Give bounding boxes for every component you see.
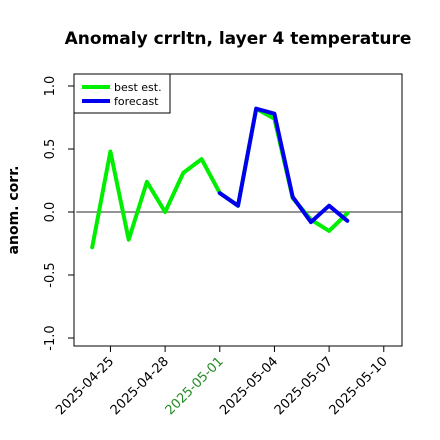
y-tick-label: -0.5: [43, 262, 58, 287]
series-line-best-est: [90, 106, 350, 250]
legend-label-forecast: forecast: [114, 95, 159, 108]
legend: best est. forecast: [73, 73, 171, 114]
y-tick-label: 1.0: [43, 76, 58, 97]
chart-title: Anomaly crrltn, layer 4 temperature: [65, 29, 412, 49]
plot-frame: [73, 73, 403, 347]
legend-label-best-est: best est.: [114, 81, 162, 94]
legend-box: [73, 73, 171, 114]
series-layer: [90, 106, 350, 250]
y-tick-label: 0.0: [43, 202, 58, 223]
y-tick-label: -1.0: [43, 325, 58, 350]
series-line-forecast: [217, 106, 350, 225]
axes-layer: -1.0-0.50.00.51.02025-04-252025-04-28202…: [43, 76, 391, 419]
y-axis-label: anom. corr.: [6, 166, 22, 255]
x-tick-label: 2025-05-10: [327, 354, 391, 418]
y-tick-label: 0.5: [43, 139, 58, 160]
